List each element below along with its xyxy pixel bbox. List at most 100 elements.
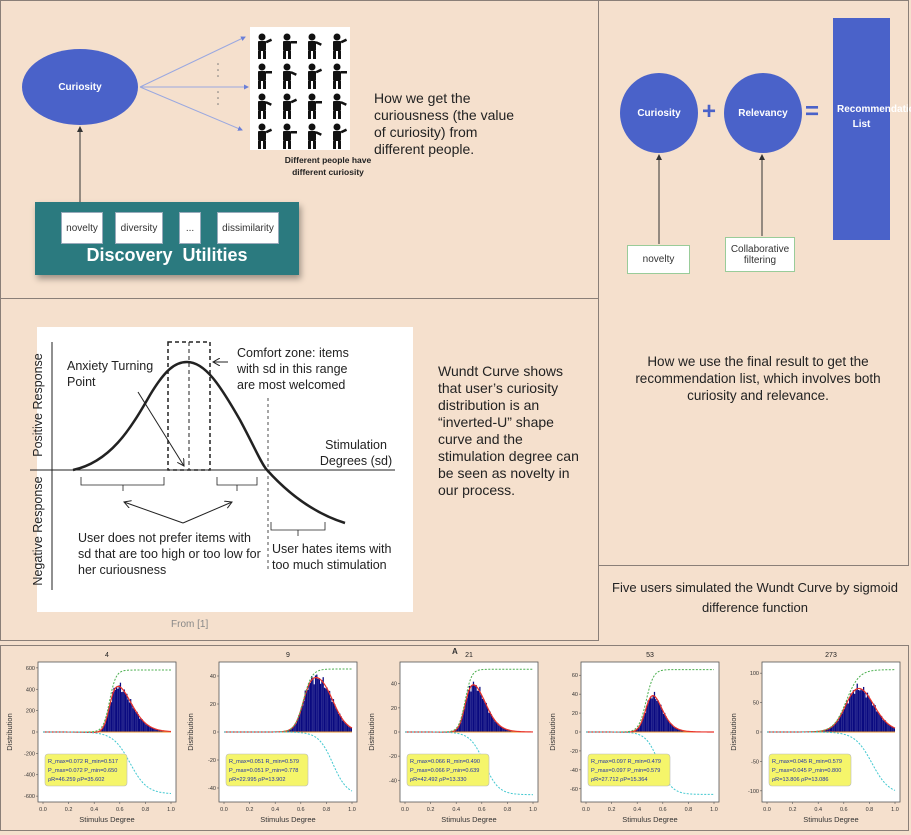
histogram-bar xyxy=(877,711,879,732)
histogram-bar xyxy=(133,708,136,732)
histogram-bar xyxy=(834,722,837,732)
histogram-bar xyxy=(494,721,496,732)
y-tick-label: 20 xyxy=(391,706,397,712)
histogram-bar xyxy=(850,693,852,732)
histogram-bar xyxy=(141,719,143,732)
histogram-bar xyxy=(841,713,843,732)
histogram-bar xyxy=(503,728,505,732)
histogram-bar xyxy=(466,697,468,732)
histogram-bar xyxy=(156,729,159,732)
histogram-bar xyxy=(661,709,663,732)
histogram-bar xyxy=(660,704,662,732)
relevancy-node: Relevancy xyxy=(724,73,802,153)
histogram-bar xyxy=(322,677,324,732)
histogram-bar xyxy=(880,715,883,732)
histogram-bar xyxy=(828,728,830,732)
y-tick-label: -100 xyxy=(748,789,759,795)
histogram-bar xyxy=(328,690,331,732)
histogram-bar xyxy=(149,726,151,732)
y-tick-label: 40 xyxy=(391,682,397,688)
histogram-bar xyxy=(158,729,160,732)
histogram-bar xyxy=(678,729,680,732)
histogram-bar xyxy=(883,720,885,732)
y-tick-label: 400 xyxy=(26,687,35,693)
histogram-bar xyxy=(854,693,856,732)
histogram-bar xyxy=(893,728,895,732)
histogram-bar xyxy=(127,699,129,732)
y-tick-label: -40 xyxy=(389,778,397,784)
histogram-bar xyxy=(493,719,495,732)
histogram-bar xyxy=(135,711,137,732)
histogram-bar xyxy=(670,723,672,732)
x-tick-label: 0.2 xyxy=(427,807,435,813)
histogram-bar xyxy=(303,700,305,732)
plus-sign: + xyxy=(702,98,717,125)
histogram-bar xyxy=(866,692,869,732)
histogram-bar xyxy=(465,701,467,732)
histogram-bar xyxy=(471,685,473,732)
histogram-bar xyxy=(474,685,476,732)
histogram-bar xyxy=(666,719,668,732)
x-tick-label: 1.0 xyxy=(529,807,537,813)
x-tick-label: 1.0 xyxy=(348,807,356,813)
y-tick-label: -50 xyxy=(751,759,759,765)
stats-line: ρR=27.712 ρP=15.364 xyxy=(591,777,647,783)
discovery-description: How we get the curiousness (the value of… xyxy=(374,90,515,157)
y-tick-label: 20 xyxy=(572,711,578,717)
histogram-bar xyxy=(852,690,855,732)
wundt-panel xyxy=(0,298,599,641)
histogram-bar xyxy=(147,724,150,732)
y-axis-label: Distribution xyxy=(186,713,195,751)
histogram-bar xyxy=(480,695,482,732)
histogram-bar xyxy=(875,711,878,732)
histogram-bar xyxy=(472,681,475,732)
histogram-bar xyxy=(335,708,337,732)
histogram-bar xyxy=(855,690,857,732)
histogram-bar xyxy=(460,722,462,732)
histogram-bar xyxy=(653,691,656,732)
histogram-bar xyxy=(100,729,102,732)
histogram-bar xyxy=(506,729,508,732)
x-tick-label: 0.2 xyxy=(608,807,616,813)
punish-sigmoid xyxy=(42,731,172,794)
simulation-panel xyxy=(0,645,909,831)
y-tick-label: -400 xyxy=(24,773,35,779)
histogram-bar xyxy=(288,730,290,732)
people-icons xyxy=(250,27,350,150)
stats-box: R_max=0.045 R_min=0.579 P_max=0.045 P_min… xyxy=(768,753,852,787)
x-tick-label: 0.0 xyxy=(39,807,47,813)
histogram-bar xyxy=(291,727,294,732)
histogram-bar xyxy=(483,698,485,732)
utility-ellipsis: ... xyxy=(179,212,201,244)
stats-line: ρR=13.806 ρP=13.086 xyxy=(772,777,828,783)
person-icon xyxy=(333,33,348,59)
histogram-bar xyxy=(656,701,658,732)
wundt-source: From [1] xyxy=(171,619,209,630)
histogram-bar xyxy=(492,717,494,732)
histogram-bar xyxy=(293,726,295,732)
histogram-bar xyxy=(456,728,458,732)
histogram-bar xyxy=(105,718,107,732)
anxiety-arrow xyxy=(137,391,184,466)
histogram-bar xyxy=(874,705,876,732)
ellipsis-dots xyxy=(217,63,219,105)
histogram-bar xyxy=(842,710,844,732)
x-tick-label: 0.4 xyxy=(90,807,98,813)
wundt-positive-label: Positive Response xyxy=(31,353,45,457)
y-tick-label: 0 xyxy=(575,730,578,736)
histogram-bar xyxy=(490,714,493,732)
histogram-bar xyxy=(882,719,884,732)
y-tick-label: 0 xyxy=(394,730,397,736)
y-axis-label: Distribution xyxy=(5,713,14,751)
histogram-bar xyxy=(318,678,320,732)
histogram-bar xyxy=(635,729,638,732)
stats-line: P_max=0.051 P_min=0.778 xyxy=(229,768,298,774)
histogram-bar xyxy=(637,728,639,732)
y-tick-label: 200 xyxy=(26,709,35,715)
x-axis-label: Stimulus Degree xyxy=(622,815,677,824)
histogram-bar xyxy=(321,680,323,732)
histogram-bar xyxy=(683,730,685,732)
wundt-description: Wundt Curve shows that user’s curiosity … xyxy=(438,363,579,498)
person-icon xyxy=(283,63,297,89)
histogram-bar xyxy=(160,730,163,732)
